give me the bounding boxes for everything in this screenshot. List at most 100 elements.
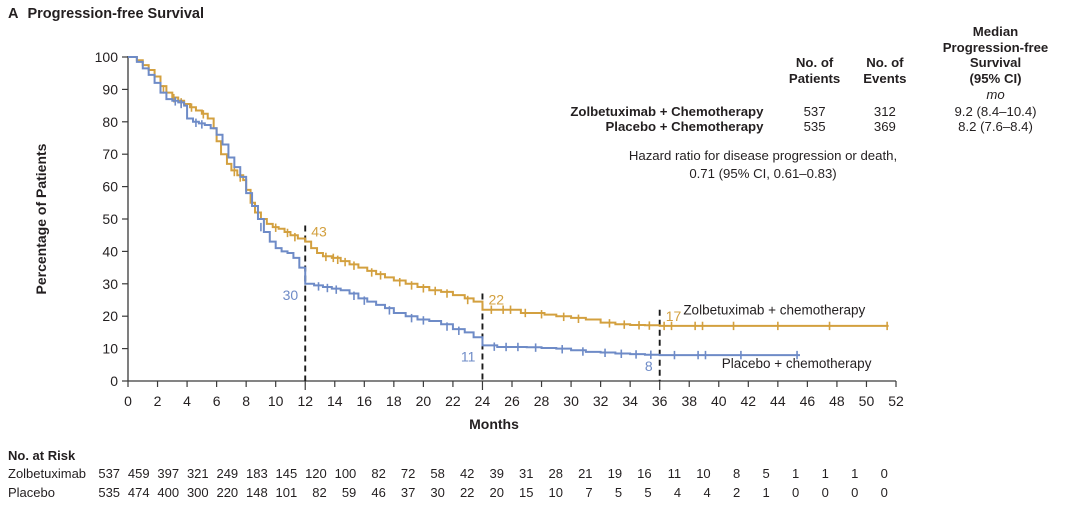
- x-tick-label: 48: [829, 393, 845, 409]
- risk-value: 145: [275, 466, 298, 481]
- x-tick-label: 26: [504, 393, 520, 409]
- x-tick-label: 14: [327, 393, 343, 409]
- risk-value: 1: [821, 466, 829, 481]
- y-tick-label: 60: [102, 179, 118, 195]
- curve-label-zolbetuximab: Zolbetuximab + chemotherapy: [683, 303, 865, 318]
- risk-value: 300: [186, 484, 209, 500]
- risk-value: 0: [880, 484, 888, 500]
- y-tick-label: 40: [102, 243, 118, 259]
- x-tick-label: 2: [154, 393, 162, 409]
- statistics-table: No. of Patients No. of Events Median Progre…: [470, 24, 1074, 183]
- panel-letter: A: [8, 6, 19, 22]
- y-tick-label: 10: [102, 341, 118, 357]
- risk-value: 100: [334, 466, 357, 481]
- x-tick-label: 42: [741, 393, 757, 409]
- risk-value: 58: [430, 466, 445, 481]
- risk-value: 0: [880, 466, 888, 481]
- x-tick-label: 30: [563, 393, 579, 409]
- stats-patients: 537: [803, 104, 826, 120]
- risk-value: 16: [637, 466, 652, 481]
- x-tick-label: 18: [386, 393, 402, 409]
- risk-value: 249: [216, 466, 239, 481]
- risk-value: 4: [703, 484, 711, 500]
- risk-value: 11: [667, 466, 682, 481]
- risk-row-label: Zolbetuximab: [8, 466, 87, 481]
- risk-value: 46: [371, 484, 386, 500]
- risk-value: 42: [459, 466, 475, 481]
- curve-label-placebo: Placebo + chemotherapy: [722, 356, 872, 371]
- y-tick-label: 100: [95, 49, 119, 65]
- risk-value: 5: [644, 484, 652, 500]
- stats-row-zolbetuximab: Zolbetuximab + Chemotherapy 537 312 9.2 …: [470, 104, 1074, 119]
- x-tick-label: 4: [183, 393, 191, 409]
- x-tick-label: 10: [268, 393, 284, 409]
- stats-median: 9.2 (8.4–10.4): [954, 104, 1037, 120]
- risk-value: 37: [400, 484, 416, 500]
- y-tick-label: 50: [102, 211, 118, 227]
- risk-row: Placebo 535 474 400 300 220 148 101 82 59 46 37 30 22…: [8, 484, 888, 503]
- risk-value: 20: [489, 484, 504, 500]
- risk-value: 30: [430, 484, 445, 500]
- x-tick-label: 36: [652, 393, 668, 409]
- risk-value: 15: [519, 484, 534, 500]
- risk-value: 39: [489, 466, 504, 481]
- stats-patients: 535: [803, 119, 826, 135]
- y-tick-label: 80: [102, 114, 118, 130]
- risk-value: 1: [762, 484, 770, 500]
- hazard-ratio-line1: Hazard ratio for disease progression or …: [628, 148, 898, 164]
- y-tick-label: 90: [102, 81, 118, 97]
- x-tick-label: 22: [445, 393, 461, 409]
- risk-value: 148: [246, 484, 268, 500]
- risk-value: 59: [341, 484, 357, 500]
- risk-value: 72: [400, 466, 416, 481]
- col-header-patients: No. of Patients: [788, 55, 841, 86]
- risk-value: 400: [157, 484, 180, 500]
- risk-value: 0: [792, 484, 800, 500]
- panel-title-text: Progression-free Survival: [27, 6, 204, 22]
- risk-value: 5: [614, 484, 623, 500]
- col-header-events: No. of Events: [863, 55, 907, 86]
- stats-group-label: Zolbetuximab + Chemotherapy: [570, 104, 764, 120]
- risk-value: 537: [98, 466, 121, 481]
- risk-value: 22: [459, 484, 475, 500]
- x-tick-label: 6: [213, 393, 221, 409]
- x-tick-label: 20: [416, 393, 432, 409]
- risk-row: Zolbetuximab 537 459 397 321 249 183 145 120 100 8…: [8, 465, 888, 484]
- annotation-zolbetuximab-12: 43: [311, 224, 327, 240]
- risk-value: 5: [762, 466, 770, 481]
- x-axis-title: Months: [469, 416, 519, 432]
- stats-header-row: No. of Patients No. of Events Median Progre…: [470, 24, 1074, 87]
- x-tick-label: 52: [888, 393, 904, 409]
- risk-table-title: No. at Risk: [8, 448, 76, 463]
- x-tick-label: 46: [800, 393, 816, 409]
- x-tick-label: 44: [770, 393, 786, 409]
- x-tick-label: 8: [242, 393, 250, 409]
- risk-value: 2: [732, 484, 741, 500]
- risk-value: 183: [246, 466, 268, 481]
- risk-value: 28: [548, 466, 564, 481]
- risk-value: 321: [186, 466, 209, 481]
- median-unit: mo: [986, 87, 1005, 103]
- y-tick-label: 20: [102, 308, 118, 324]
- x-tick-label: 38: [681, 393, 697, 409]
- stats-median: 8.2 (7.6–8.4): [958, 119, 1033, 135]
- stats-unit-row: mo: [470, 87, 1074, 104]
- annotation-placebo-24: 11: [461, 348, 476, 364]
- risk-value: 101: [275, 484, 298, 500]
- risk-value: 31: [519, 466, 534, 481]
- x-tick-label: 34: [622, 393, 638, 409]
- hazard-ratio-block: Hazard ratio for disease progression or …: [470, 147, 1074, 183]
- survival-curve-zolbetuximab: [128, 56, 889, 327]
- x-tick-label: 0: [124, 393, 132, 409]
- y-tick-label: 70: [102, 146, 118, 162]
- panel-title: A Progression-free Survival: [8, 6, 204, 22]
- stats-events: 369: [873, 119, 896, 135]
- risk-value: 8: [732, 466, 741, 481]
- risk-value: 120: [305, 466, 327, 481]
- annotation-placebo-36: 8: [645, 358, 653, 374]
- risk-value: 1: [792, 466, 800, 481]
- x-tick-label: 16: [357, 393, 373, 409]
- x-tick-label: 40: [711, 393, 727, 409]
- risk-value: 82: [371, 466, 386, 481]
